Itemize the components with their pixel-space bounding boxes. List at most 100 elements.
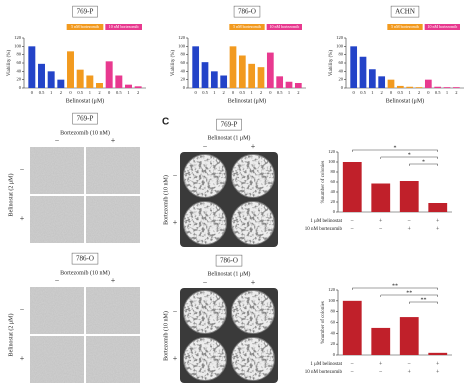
bar [406, 86, 414, 88]
title-box [71, 252, 99, 265]
bar [368, 69, 376, 88]
bar [294, 83, 302, 88]
bar [342, 162, 362, 212]
x-tick-label: 1 [251, 90, 253, 95]
condition-mark: + [408, 369, 412, 375]
bar [257, 67, 265, 88]
well-colonies [232, 155, 274, 197]
bar [76, 69, 84, 88]
x-tick-label: 0.5 [398, 90, 404, 95]
x-tick-label: 1 [89, 90, 91, 95]
micrograph-texture [30, 287, 84, 334]
bar [28, 46, 36, 88]
bar [96, 83, 103, 88]
x-tick-label: 0.5 [360, 90, 366, 95]
y-tick-label: 100 [178, 43, 186, 48]
y-tick-label: 120 [14, 35, 22, 40]
bar [115, 75, 123, 88]
column-label: + [111, 276, 116, 285]
block-title: 786-O [238, 8, 256, 16]
bar [428, 203, 448, 212]
significance-bracket [352, 287, 438, 290]
x-tick-label: 0 [195, 90, 198, 95]
colony-texture [232, 202, 274, 244]
legend-label: 5 nM bortezomib [391, 24, 419, 29]
y-axis-label: %number of colonies [321, 301, 326, 344]
side-label: Bortezomib (10 nM) [162, 175, 169, 225]
x-tick-label: 0.5 [77, 90, 83, 95]
group-label-box [266, 24, 302, 30]
condition-mark: + [379, 218, 383, 224]
y-tick-label: 20 [331, 341, 336, 346]
condition-mark: − [379, 226, 383, 232]
y-tick-label: 100 [336, 43, 344, 48]
significance-label: * [422, 159, 425, 165]
well-colonies [232, 291, 274, 333]
condition-label: 1 μM belinostat [310, 362, 342, 367]
x-tick-label: 2 [260, 90, 262, 95]
x-tick-label: 1 [446, 90, 448, 95]
y-tick-label: 0 [183, 85, 186, 90]
y-tick-label: 120 [178, 35, 186, 40]
significance-bracket [380, 156, 438, 159]
bar [342, 300, 362, 355]
bar [57, 79, 65, 88]
title-box [390, 5, 420, 18]
column-label: + [251, 142, 256, 151]
bar [415, 87, 423, 88]
bar [399, 181, 419, 212]
y-tick-label: 40 [339, 68, 344, 73]
y-tick-label: 0 [341, 85, 344, 90]
condition-mark: − [351, 226, 355, 232]
x-tick-label: 2 [418, 90, 420, 95]
bar [428, 352, 448, 355]
column-label: − [203, 142, 208, 151]
x-tick-label: 2 [455, 90, 457, 95]
well-colonies [184, 155, 226, 197]
block-title: 769-P [77, 115, 94, 123]
x-axis-label: Belinostat (μM) [66, 97, 104, 104]
micrograph-texture [30, 196, 84, 243]
title-box [215, 254, 243, 267]
bar [434, 86, 442, 88]
row-label: + [173, 218, 178, 227]
bar [86, 75, 94, 88]
x-tick-label: 2 [381, 90, 383, 95]
x-tick-label: 0.5 [277, 90, 283, 95]
group-label-box [229, 24, 265, 30]
x-tick-label: 0 [353, 90, 356, 95]
column-label: − [55, 276, 60, 285]
y-tick-label: 100 [328, 159, 336, 164]
block-title: 769-P [221, 121, 238, 129]
bar [134, 86, 142, 88]
x-tick-label: 1 [127, 90, 129, 95]
significance-bracket [352, 149, 438, 152]
x-tick-label: 1 [409, 90, 411, 95]
y-tick-label: 40 [181, 68, 186, 73]
legend-label: 10 nM bortezomib [109, 24, 139, 29]
y-tick-label: 100 [328, 298, 336, 303]
title-box [216, 118, 242, 131]
side-label: Belinostat (2 μM) [7, 174, 14, 217]
micrograph-texture [86, 147, 140, 194]
x-tick-label: 0.5 [202, 90, 208, 95]
bar [396, 85, 404, 88]
y-axis-label: %number of colonies [321, 161, 326, 204]
column-label: − [55, 136, 60, 145]
bar [452, 87, 460, 88]
x-tick-label: 0 [108, 90, 111, 95]
condition-mark: + [436, 226, 440, 232]
bar [210, 71, 218, 88]
legend-label: 10 nM bortezomib [269, 24, 299, 29]
condition-mark: − [408, 218, 412, 224]
y-tick-label: 100 [14, 43, 22, 48]
x-tick-label: 0.5 [435, 90, 441, 95]
bar [248, 63, 256, 88]
bar [350, 46, 358, 88]
x-tick-label: 2 [297, 90, 299, 95]
row-label: − [173, 171, 178, 180]
condition-mark: − [379, 369, 383, 375]
y-tick-label: 20 [331, 199, 336, 204]
micrograph-texture [86, 196, 140, 243]
colony-texture [184, 338, 226, 380]
